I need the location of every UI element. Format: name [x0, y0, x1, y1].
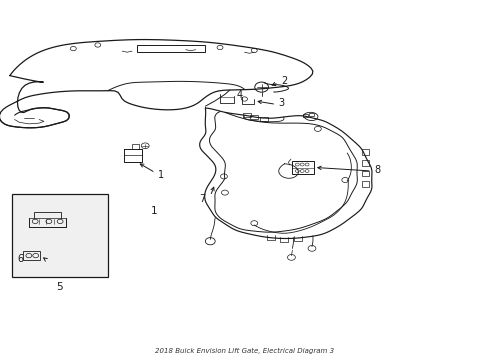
- Bar: [361, 160, 368, 166]
- Bar: [23, 251, 40, 260]
- Text: 4: 4: [236, 90, 242, 100]
- Bar: [137, 45, 205, 52]
- Bar: [260, 117, 267, 121]
- Text: 2018 Buick Envision Lift Gate, Electrical Diagram 3: 2018 Buick Envision Lift Gate, Electrica…: [155, 347, 333, 354]
- Text: 3: 3: [278, 98, 285, 108]
- Text: 2: 2: [281, 76, 287, 86]
- Bar: [308, 113, 313, 116]
- Bar: [361, 181, 368, 187]
- Bar: [361, 171, 368, 176]
- Text: 1: 1: [158, 170, 164, 180]
- Bar: [292, 161, 313, 174]
- Text: 6: 6: [17, 254, 23, 264]
- Text: 5: 5: [57, 282, 63, 292]
- Bar: [12, 194, 107, 277]
- Text: 7: 7: [199, 194, 205, 204]
- Bar: [302, 114, 307, 117]
- Bar: [361, 149, 368, 155]
- Bar: [250, 115, 258, 119]
- Bar: [243, 113, 250, 117]
- Text: 1: 1: [151, 206, 158, 216]
- Text: 8: 8: [373, 165, 380, 175]
